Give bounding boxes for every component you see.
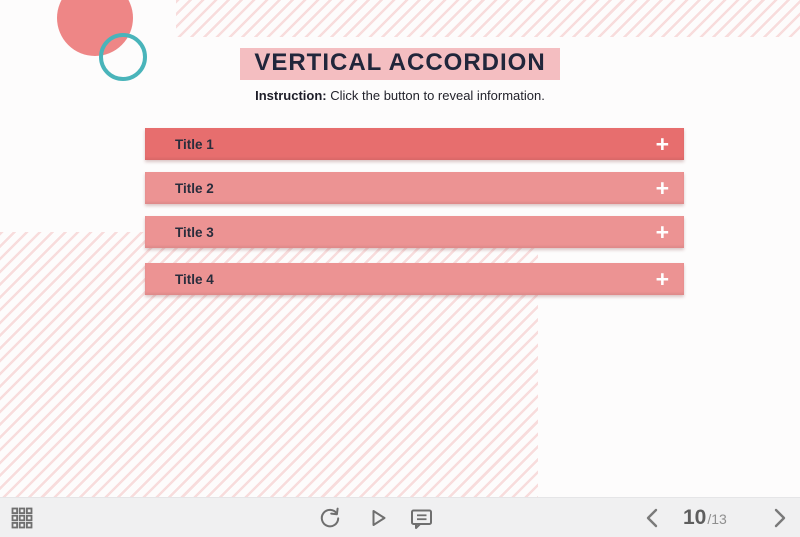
play-button[interactable] — [366, 506, 390, 530]
accordion-item-label: Title 1 — [175, 136, 214, 152]
plus-icon[interactable]: + — [655, 266, 669, 292]
page-indicator: 10 /13 — [683, 506, 727, 530]
menu-grid-button[interactable] — [11, 507, 33, 529]
comment-icon — [411, 509, 432, 529]
instruction-text: Click the button to reveal information. — [326, 88, 545, 103]
instruction-line: Instruction: Click the button to reveal … — [0, 88, 800, 103]
accordion-item-title-2[interactable]: Title 2 + — [145, 172, 684, 204]
page-total: /13 — [707, 510, 727, 527]
accordion-item-title-3[interactable]: Title 3 + — [145, 216, 684, 248]
teal-ring-decoration — [99, 33, 147, 81]
chevron-left-icon — [646, 508, 658, 527]
plus-icon[interactable]: + — [655, 175, 669, 201]
slide-header: VERTICAL ACCORDION — [0, 48, 800, 80]
accordion-item-label: Title 2 — [175, 180, 214, 196]
comments-button[interactable] — [409, 506, 434, 530]
accordion-item-title-1[interactable]: Title 1 + — [145, 128, 684, 160]
player-bar: 10 /13 — [0, 497, 800, 537]
page-title: VERTICAL ACCORDION — [254, 49, 546, 76]
chevron-right-icon — [774, 508, 786, 527]
plus-icon[interactable]: + — [655, 219, 669, 245]
top-stripe-decoration — [176, 0, 800, 37]
page-current: 10 — [683, 505, 707, 529]
accordion-item-label: Title 4 — [175, 271, 214, 287]
replay-icon — [320, 507, 340, 527]
plus-icon[interactable]: + — [655, 131, 669, 157]
replay-button[interactable] — [318, 506, 342, 530]
instruction-label: Instruction: — [255, 88, 327, 103]
previous-slide-button[interactable] — [643, 506, 663, 530]
title-highlight: VERTICAL ACCORDION — [240, 48, 560, 80]
play-icon — [372, 509, 386, 526]
grid-menu-icon — [11, 507, 33, 528]
slide-canvas: VERTICAL ACCORDION Instruction: Click th… — [0, 0, 800, 497]
accordion-item-label: Title 3 — [175, 224, 214, 240]
accordion-item-title-4[interactable]: Title 4 + — [145, 263, 684, 295]
next-slide-button[interactable] — [769, 506, 789, 530]
